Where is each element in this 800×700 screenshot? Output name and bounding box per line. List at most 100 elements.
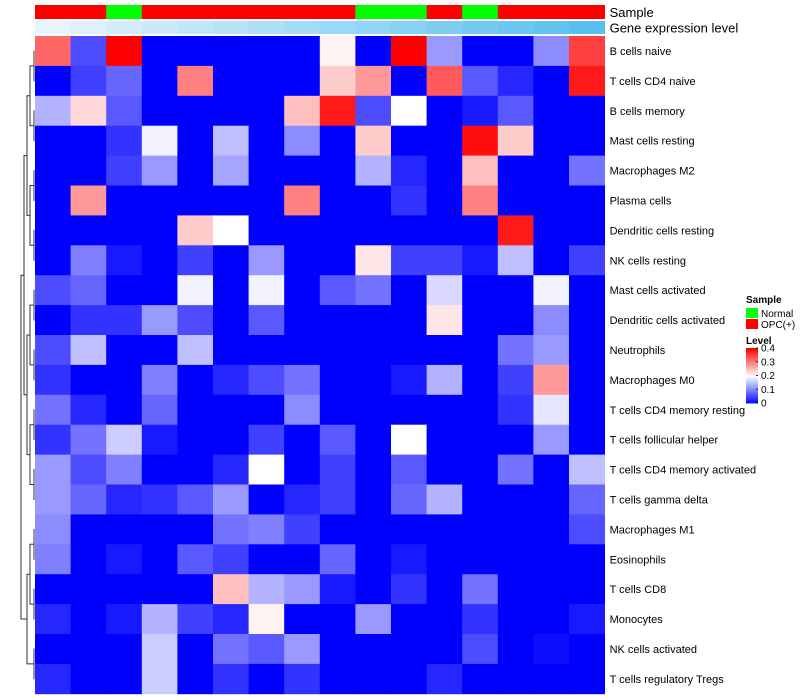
heatmap-cell bbox=[177, 185, 214, 216]
heatmap-cell bbox=[106, 364, 143, 396]
heatmap-cell bbox=[284, 544, 321, 575]
dendrogram-branch bbox=[33, 229, 35, 261]
heatmap-cell bbox=[35, 245, 71, 276]
sample-annotation-cell bbox=[106, 5, 143, 19]
colorbar-segment bbox=[746, 384, 758, 387]
legend-label-opc: OPC(+) bbox=[761, 320, 795, 331]
heatmap-cell bbox=[248, 663, 285, 695]
heatmap-cell bbox=[177, 155, 214, 186]
colorbar-segment bbox=[746, 370, 758, 373]
heatmap-cell bbox=[141, 364, 178, 396]
heatmap-cell bbox=[177, 544, 214, 575]
heatmap-cell bbox=[177, 36, 214, 67]
heatmap-cell bbox=[141, 65, 178, 97]
heatmap-cell bbox=[284, 36, 321, 67]
heatmap-cell bbox=[284, 335, 321, 366]
row-label: Dendritic cells resting bbox=[610, 225, 715, 237]
heatmap-cell bbox=[355, 155, 392, 186]
sample-annotation-cell bbox=[462, 5, 499, 19]
heatmap-cell bbox=[569, 454, 605, 485]
heatmap-cell bbox=[391, 125, 427, 156]
heatmap-cell bbox=[497, 394, 534, 426]
heatmap-cell bbox=[70, 305, 107, 336]
heatmap-cell bbox=[426, 364, 463, 396]
heatmap-cell bbox=[319, 335, 356, 366]
sample-annotation-cell bbox=[319, 5, 356, 19]
expression-annotation-cell bbox=[497, 21, 534, 34]
legend-swatch-opc bbox=[746, 319, 758, 329]
heatmap-cell bbox=[177, 364, 214, 396]
heatmap-cell bbox=[426, 663, 463, 695]
heatmap-cell bbox=[533, 364, 570, 396]
heatmap-cell bbox=[569, 215, 605, 246]
heatmap-cell bbox=[141, 424, 178, 455]
heatmap-cell bbox=[355, 125, 392, 156]
heatmap-cell bbox=[426, 424, 463, 455]
heatmap-cell bbox=[284, 245, 321, 276]
colorbar-segment bbox=[746, 368, 758, 371]
sample-annotation-cell bbox=[284, 5, 321, 19]
heatmap-cell bbox=[248, 65, 285, 97]
heatmap-cell bbox=[391, 424, 427, 455]
heatmap-cell bbox=[177, 245, 214, 276]
heatmap-cell bbox=[462, 95, 499, 127]
colorbar-segment bbox=[746, 353, 758, 356]
heatmap-cell bbox=[284, 95, 321, 127]
colorbar-segment bbox=[746, 375, 758, 378]
expression-annotation-cell bbox=[355, 21, 392, 34]
heatmap-cell bbox=[35, 125, 71, 156]
colorbar-segment bbox=[746, 392, 758, 395]
heatmap-cell bbox=[569, 335, 605, 366]
heatmap-cell bbox=[106, 604, 143, 635]
heatmap-cell bbox=[319, 454, 356, 485]
heatmap-cell bbox=[355, 634, 392, 665]
row-label: B cells naive bbox=[610, 46, 672, 58]
heatmap-cell bbox=[391, 36, 427, 67]
colorbar-tick-label: 0.1 bbox=[761, 385, 775, 396]
heatmap-cell bbox=[177, 95, 214, 127]
heatmap-cell bbox=[355, 424, 392, 455]
heatmap-cell bbox=[533, 275, 570, 306]
heatmap-cell bbox=[106, 394, 143, 426]
heatmap-cell bbox=[497, 215, 534, 246]
row-label: B cells memory bbox=[610, 106, 686, 118]
heatmap-cell bbox=[106, 215, 143, 246]
heatmap-cell bbox=[569, 574, 605, 605]
heatmap-cell bbox=[569, 424, 605, 455]
heatmap-cell bbox=[426, 574, 463, 605]
heatmap-cell bbox=[284, 574, 321, 605]
heatmap-cell bbox=[177, 634, 214, 665]
heatmap-cell bbox=[284, 604, 321, 635]
heatmap-cell bbox=[284, 305, 321, 336]
sample-annotation-cell bbox=[569, 5, 605, 19]
heatmap-cell bbox=[533, 634, 570, 665]
heatmap-cell bbox=[70, 514, 107, 545]
heatmap-cell bbox=[248, 245, 285, 276]
heatmap-cell bbox=[319, 514, 356, 545]
sample-annotation-cell bbox=[355, 5, 392, 19]
heatmap-cell bbox=[70, 125, 107, 156]
row-labels: B cells naive T cells CD4 naive B cells me… bbox=[610, 46, 757, 686]
heatmap-cell bbox=[177, 125, 214, 156]
heatmap-cell bbox=[569, 544, 605, 575]
heatmap-cell bbox=[248, 514, 285, 545]
heatmap-cell bbox=[391, 275, 427, 306]
heatmap-cell bbox=[462, 663, 499, 695]
heatmap-cell bbox=[569, 514, 605, 545]
heatmap-cell bbox=[106, 514, 143, 545]
heatmap-cell bbox=[355, 364, 392, 396]
heatmap-cell bbox=[319, 65, 356, 97]
heatmap-cell bbox=[177, 454, 214, 485]
expression-annotation-cell bbox=[177, 21, 214, 34]
heatmap-cell bbox=[533, 604, 570, 635]
sample-annotation-cell bbox=[248, 5, 285, 19]
heatmap-cell bbox=[533, 65, 570, 97]
heatmap-cell bbox=[213, 544, 249, 575]
heatmap-cell bbox=[462, 125, 499, 156]
heatmap-cell bbox=[141, 514, 178, 545]
heatmap-cell bbox=[70, 155, 107, 186]
row-label: T cells CD8 bbox=[610, 584, 667, 596]
heatmap-cell bbox=[497, 454, 534, 485]
heatmap-cell bbox=[106, 335, 143, 366]
colorbar-tick-label: 0 bbox=[761, 399, 767, 410]
